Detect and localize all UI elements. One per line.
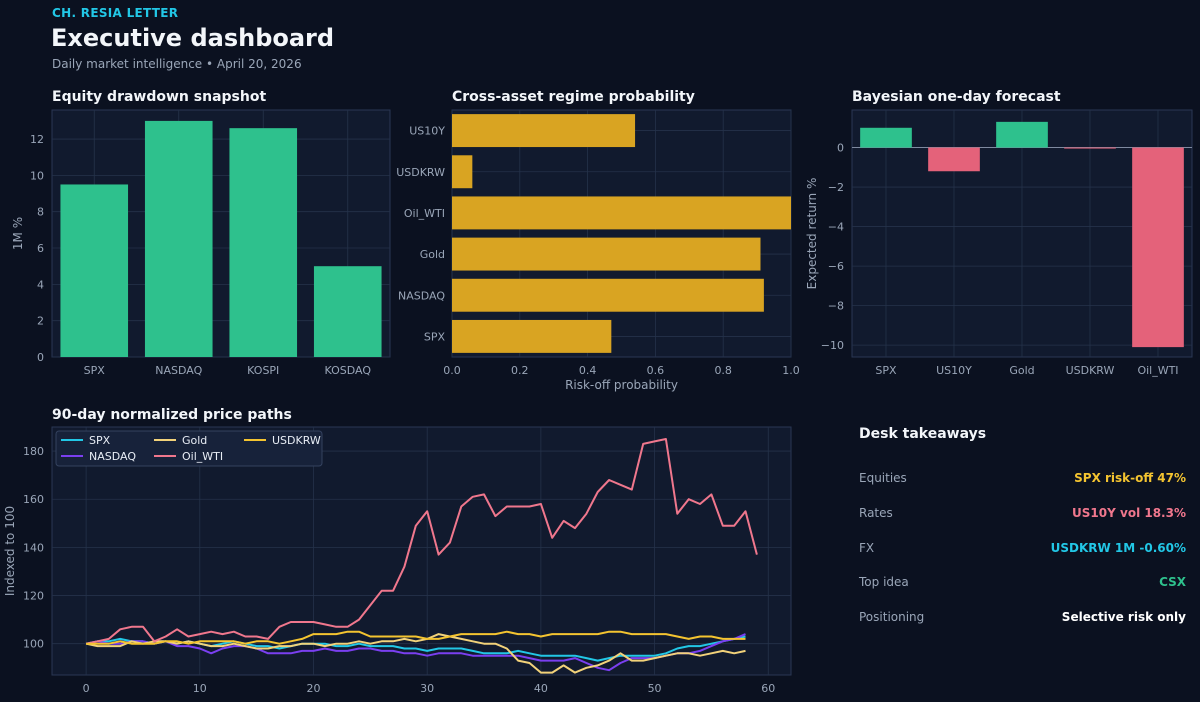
takeaway-value: Selective risk only [1061, 610, 1186, 624]
legend-label: NASDAQ [89, 450, 136, 463]
takeaway-label: Positioning [859, 610, 925, 624]
y-tick-label: −4 [828, 221, 844, 234]
series-line-usdkrw [86, 630, 746, 645]
bar [452, 319, 612, 353]
y-tick-label: 0 [837, 142, 844, 155]
bar [452, 196, 791, 230]
page-title: Executive dashboard [51, 24, 335, 52]
x-tick-label: SPX [84, 364, 106, 377]
regime-plot-area [451, 109, 792, 358]
x-tick-label: KOSDAQ [324, 364, 371, 377]
takeaway-row-equities: Equities SPX risk-off 47% [859, 471, 1186, 489]
legend-label: Oil_WTI [182, 450, 223, 463]
x-tick-label: 0.6 [647, 364, 665, 377]
bar [452, 155, 473, 189]
bar [313, 266, 382, 357]
takeaway-value: USDKRW 1M -0.60% [1050, 541, 1186, 555]
bar [144, 120, 213, 357]
x-tick-label: 30 [420, 682, 434, 695]
y-tick-label: 4 [37, 278, 44, 291]
y-tick-label: US10Y [409, 125, 445, 138]
x-tick-label: 0.0 [443, 364, 461, 377]
x-tick-label: 20 [306, 682, 320, 695]
x-axis-label: Risk-off probability [565, 378, 678, 392]
y-tick-label: 120 [23, 590, 44, 603]
y-tick-label: Gold [420, 248, 445, 261]
takeaway-label: FX [859, 541, 875, 555]
bar [452, 278, 764, 312]
y-tick-label: NASDAQ [398, 289, 445, 302]
y-tick-label: 0 [37, 351, 44, 364]
y-tick-label: 12 [30, 133, 44, 146]
y-tick-label: 6 [37, 242, 44, 255]
y-tick-label: 140 [23, 541, 44, 554]
x-tick-label: 10 [193, 682, 207, 695]
brand-label: CH. RESIA LETTER [52, 6, 179, 20]
x-tick-label: 0 [83, 682, 90, 695]
regime-chart-title: Cross-asset regime probability [452, 89, 695, 105]
takeaway-label: Top idea [859, 575, 909, 589]
x-tick-label: 50 [648, 682, 662, 695]
x-tick-label: SPX [875, 364, 897, 377]
x-tick-label: US10Y [936, 364, 972, 377]
takeaways-title: Desk takeaways [859, 426, 987, 442]
series-line-oil_wti [85, 438, 758, 645]
x-tick-label: NASDAQ [155, 364, 202, 377]
legend-label: Gold [182, 434, 207, 447]
y-axis-label: Expected return % [805, 178, 819, 290]
bar [452, 237, 761, 271]
takeaway-row-rates: Rates US10Y vol 18.3% [859, 506, 1186, 524]
bar [860, 127, 912, 148]
bar [996, 121, 1048, 148]
legend-label: USDKRW [272, 434, 321, 447]
takeaway-row-top-idea: Top idea CSX [859, 575, 1186, 593]
y-tick-label: 8 [37, 206, 44, 219]
x-tick-label: 40 [534, 682, 548, 695]
y-tick-label: Oil_WTI [404, 207, 445, 220]
x-tick-label: Gold [1009, 364, 1034, 377]
x-tick-label: USDKRW [1066, 364, 1115, 377]
x-tick-label: 0.4 [579, 364, 597, 377]
bar [1064, 147, 1116, 149]
takeaway-row-fx: FX USDKRW 1M -0.60% [859, 541, 1186, 559]
y-tick-label: −6 [828, 260, 844, 273]
takeaway-label: Rates [859, 506, 893, 520]
y-tick-label: −10 [821, 339, 844, 352]
y-tick-label: 160 [23, 493, 44, 506]
takeaway-value: US10Y vol 18.3% [1072, 506, 1186, 520]
takeaway-label: Equities [859, 471, 907, 485]
y-tick-label: SPX [424, 330, 446, 343]
y-tick-label: 100 [23, 638, 44, 651]
y-axis-label: Indexed to 100 [3, 506, 17, 596]
forecast-chart-title: Bayesian one-day forecast [852, 89, 1061, 105]
bar [1132, 147, 1184, 348]
y-tick-label: −8 [828, 300, 844, 313]
y-axis-label: 1M % [11, 217, 25, 250]
paths-chart-title: 90-day normalized price paths [52, 407, 292, 423]
bar [928, 147, 980, 172]
x-tick-label: 1.0 [782, 364, 800, 377]
x-tick-label: 60 [761, 682, 775, 695]
drawdown-chart-title: Equity drawdown snapshot [52, 89, 267, 105]
series-line-nasdaq [85, 633, 746, 672]
x-tick-label: Oil_WTI [1137, 364, 1178, 377]
bar [229, 128, 298, 357]
y-tick-label: 10 [30, 169, 44, 182]
takeaway-value: SPX risk-off 47% [1074, 471, 1186, 485]
y-tick-label: 2 [37, 315, 44, 328]
bar [60, 184, 129, 357]
x-tick-label: KOSPI [247, 364, 279, 377]
y-tick-label: USDKRW [396, 166, 445, 179]
y-tick-label: 180 [23, 445, 44, 458]
takeaway-row-positioning: Positioning Selective risk only [859, 610, 1186, 628]
page-subtitle: Daily market intelligence • April 20, 20… [52, 57, 302, 71]
bar [452, 114, 636, 148]
x-tick-label: 0.8 [714, 364, 732, 377]
legend-label: SPX [89, 434, 111, 447]
y-tick-label: −2 [828, 181, 844, 194]
takeaway-value: CSX [1159, 575, 1186, 589]
x-tick-label: 0.2 [511, 364, 529, 377]
